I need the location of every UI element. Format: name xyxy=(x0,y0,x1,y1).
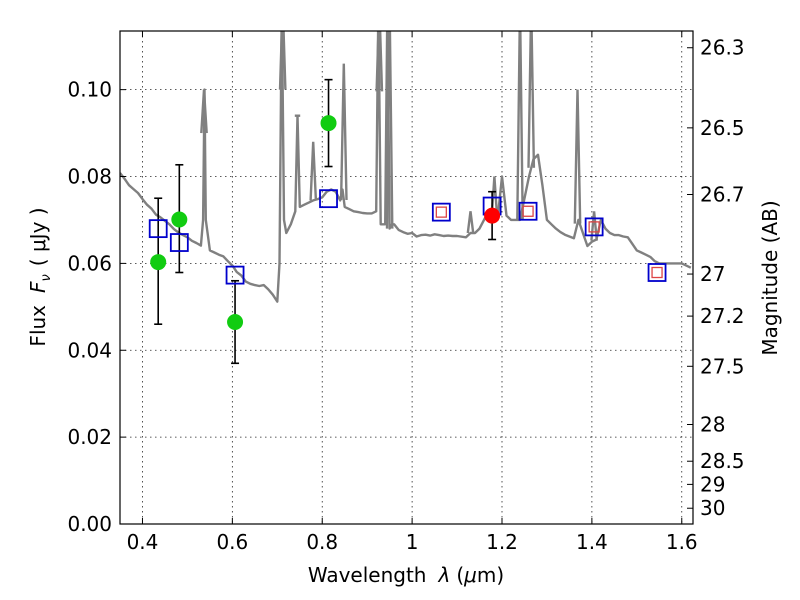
emission-line-spike xyxy=(516,31,524,220)
x-tick-label: 1 xyxy=(406,530,419,554)
observed-points-layer xyxy=(150,115,501,331)
y2-tick-label: 26.7 xyxy=(700,183,745,207)
y-tick-label: 0.08 xyxy=(67,165,112,189)
x-tick-label: 0.8 xyxy=(306,530,338,554)
observed-point-green xyxy=(320,115,337,132)
y-tick-label: 0.00 xyxy=(67,512,112,536)
model-photometry-square xyxy=(518,201,538,221)
model-photometry-square xyxy=(225,265,245,285)
y2-axis-label: Magnitude (AB) xyxy=(758,200,782,355)
model-photometry-square xyxy=(148,219,168,239)
model-sed-line xyxy=(120,31,692,303)
y2-tick-label: 26.3 xyxy=(700,36,745,60)
y2-tick-label: 27.5 xyxy=(700,354,745,378)
emission-line-spike xyxy=(590,211,598,241)
y-tick-label: 0.10 xyxy=(67,78,112,102)
model-photometry-square xyxy=(169,233,189,252)
x-tick-label: 1.4 xyxy=(576,530,608,554)
x-tick-label: 1.2 xyxy=(486,530,518,554)
emission-line-spike xyxy=(339,63,348,201)
model-photometry-inner-square xyxy=(588,221,600,233)
y2-tick-label: 29 xyxy=(700,472,725,496)
model-photometry-inner-square xyxy=(435,206,447,218)
model-photometry-square xyxy=(584,217,604,237)
y2-tick-label: 28 xyxy=(700,412,725,436)
model-photometry-inner-square xyxy=(651,266,663,279)
y2-tick-label: 27.2 xyxy=(700,304,745,328)
emission-line-spike xyxy=(527,31,536,168)
emission-line-spike xyxy=(466,211,475,234)
model-photometry-square xyxy=(319,189,338,209)
observed-point-green xyxy=(227,314,244,331)
y2-tick-label: 28.5 xyxy=(700,449,745,473)
model-photometry-layer xyxy=(148,189,667,285)
model-photometry-square xyxy=(647,263,667,282)
axis-ticks xyxy=(120,31,693,525)
y-tick-label: 0.02 xyxy=(67,425,112,449)
x-tick-label: 0.4 xyxy=(127,530,159,554)
emission-line-spike xyxy=(385,31,394,229)
x-axis-label: Wavelength λ (μm) xyxy=(308,563,504,587)
emission-line-spike xyxy=(309,141,318,201)
y2-tick-label: 27 xyxy=(700,262,725,286)
y2-tick-label: 26.5 xyxy=(700,116,745,140)
emission-line-spike xyxy=(573,89,582,224)
y-tick-label: 0.04 xyxy=(67,338,112,362)
observed-point-green xyxy=(150,254,167,271)
y-tick-label: 0.06 xyxy=(67,251,112,275)
emission-line-spike xyxy=(200,89,208,134)
x-tick-label: 0.6 xyxy=(216,530,248,554)
y-axis-label: FluxFν( μJy ) xyxy=(26,207,54,346)
observed-point-red xyxy=(484,207,501,224)
model-photometry-inner-square xyxy=(522,205,534,217)
model-sed-layer xyxy=(120,31,692,303)
model-photometry-square xyxy=(431,202,451,222)
emission-line-spike xyxy=(278,31,287,90)
x-tick-label: 1.6 xyxy=(666,530,698,554)
tick-labels: 0.4 0.6 0.8 1 1.2 1.4 1.6 0.00 0.02 0.04 0.06 0.08 0… xyxy=(67,36,744,554)
y2-tick-label: 30 xyxy=(700,496,725,520)
observed-point-green xyxy=(171,211,188,228)
plot-frame xyxy=(119,30,694,525)
emission-line-spike xyxy=(375,31,384,92)
